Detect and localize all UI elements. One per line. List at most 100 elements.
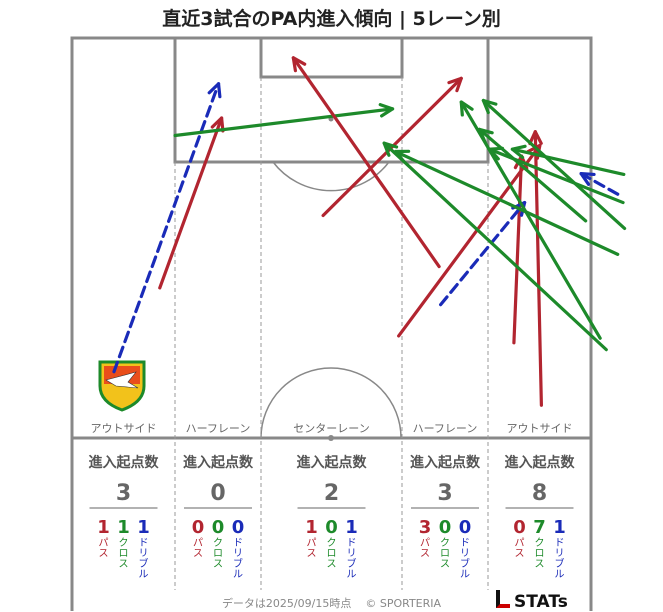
stat-pass-label: ス: [515, 549, 525, 560]
stat-dribble-label: ド: [139, 538, 149, 549]
stat-total: 8: [532, 481, 547, 506]
stat-dribble-count: 0: [232, 517, 245, 538]
stat-pass-count: 3: [419, 517, 432, 538]
stat-dribble-label: ル: [347, 570, 357, 581]
center-circle: [260, 367, 402, 439]
cross-arrow: [394, 149, 620, 256]
dribble-arrow: [439, 200, 527, 307]
lane-label-5: アウトサイド: [507, 422, 573, 435]
stats-logo: STATs: [496, 590, 568, 612]
stat-cross-label: ク: [327, 537, 337, 549]
stat-pass-label: パ: [515, 537, 525, 549]
stat-dribble-label: リ: [460, 549, 470, 560]
stat-cross-label: ク: [440, 537, 450, 549]
stat-cross-count: 0: [439, 517, 452, 538]
stat-cross-label: ク: [213, 537, 223, 549]
data-date: データは2025/09/15時点: [221, 597, 352, 610]
stat-cross-label: ス: [535, 559, 545, 570]
stat-header: 進入起点数: [505, 454, 576, 471]
stat-dribble-label: ブ: [347, 557, 357, 570]
stat-cross-label: ク: [119, 537, 129, 549]
club-crest-icon: [98, 360, 146, 412]
cross-arrow: [481, 98, 627, 231]
stat-dribble-label: ド: [347, 538, 357, 549]
stat-cross-label: ク: [535, 537, 545, 549]
cross-arrow: [477, 127, 588, 223]
copyright: © SPORTERIA: [365, 597, 442, 610]
stat-dribble-count: 1: [345, 517, 358, 538]
stat-cross-label: ロ: [535, 549, 545, 560]
stat-cross-label: ス: [119, 559, 129, 570]
stat-cross-label: ロ: [119, 549, 129, 560]
stat-pass-label: パ: [193, 537, 203, 549]
goal-area: [259, 36, 404, 79]
stat-dribble-label: リ: [139, 549, 149, 560]
stat-pass-count: 0: [192, 517, 205, 538]
stat-cross-count: 0: [212, 517, 225, 538]
lane-label-3: センターレーン: [293, 422, 369, 435]
stat-header: 進入起点数: [410, 454, 481, 471]
stat-dribble-label: ブ: [139, 557, 149, 570]
stat-pass-label: ス: [420, 549, 430, 560]
cross-arrow: [510, 144, 626, 176]
cross-arrow: [173, 103, 395, 138]
lane-label-1: アウトサイド: [91, 422, 157, 435]
stat-cross-label: ロ: [440, 549, 450, 560]
stat-dribble-label: ル: [555, 570, 565, 581]
stat-dribble-count: 0: [459, 517, 472, 538]
stats-logo-icon: [496, 590, 510, 608]
stat-dribble-count: 1: [553, 517, 566, 538]
pass-arrow: [512, 154, 529, 345]
stat-total: 2: [324, 481, 339, 506]
stat-dribble-label: リ: [347, 549, 357, 560]
stat-total: 3: [116, 481, 131, 506]
center-spot: [328, 435, 334, 441]
stat-cross-label: ス: [213, 559, 223, 570]
dribble-arrow: [579, 172, 620, 196]
stat-pass-count: 1: [305, 517, 318, 538]
lane-stats: 進入起点数31パス1クロス1ドリブル進入起点数00パス0クロス0ドリブル進入起点…: [89, 454, 576, 581]
stat-pass-count: 1: [97, 517, 110, 538]
dribble-arrow: [112, 82, 222, 374]
chart-title: 直近3試合のPA内進入傾向 | 5レーン別: [162, 8, 501, 30]
arrows-layer: [112, 56, 627, 407]
stat-header: 進入起点数: [89, 454, 160, 471]
stat-cross-count: 1: [117, 517, 130, 538]
stat-dribble-label: ブ: [555, 557, 565, 570]
stat-total: 3: [437, 481, 452, 506]
stat-dribble-label: ド: [460, 538, 470, 549]
stat-cross-label: ロ: [327, 549, 337, 560]
stat-dribble-label: リ: [233, 549, 243, 560]
stat-dribble-label: ド: [233, 538, 243, 549]
lane-label-4: ハーフレーン: [413, 422, 478, 435]
footer-note: データは2025/09/15時点 © SPORTERIA: [0, 595, 663, 611]
lane-labels: アウトサイド ハーフレーン センターレーン ハーフレーン アウトサイド: [91, 422, 573, 435]
stat-dribble-count: 1: [137, 517, 150, 538]
lane-label-2: ハーフレーン: [186, 422, 251, 435]
stat-dribble-label: リ: [555, 549, 565, 560]
cross-arrow: [382, 141, 608, 352]
cross-arrow: [487, 146, 625, 205]
stat-dribble-label: ル: [233, 570, 243, 581]
stat-pass-label: ス: [307, 549, 317, 560]
stat-header: 進入起点数: [297, 454, 368, 471]
stat-cross-count: 0: [325, 517, 338, 538]
stat-pass-label: ス: [99, 549, 109, 560]
stat-dribble-label: ブ: [460, 557, 470, 570]
pass-arrow: [291, 56, 441, 269]
stat-total: 0: [210, 481, 225, 506]
stat-cross-count: 7: [533, 517, 546, 538]
stat-cross-label: ス: [440, 559, 450, 570]
stat-cross-label: ス: [327, 559, 337, 570]
stat-header: 進入起点数: [183, 454, 254, 471]
stat-pass-count: 0: [513, 517, 526, 538]
stat-pass-label: パ: [307, 537, 317, 549]
stat-pass-label: パ: [420, 537, 430, 549]
stat-pass-label: パ: [99, 537, 109, 549]
